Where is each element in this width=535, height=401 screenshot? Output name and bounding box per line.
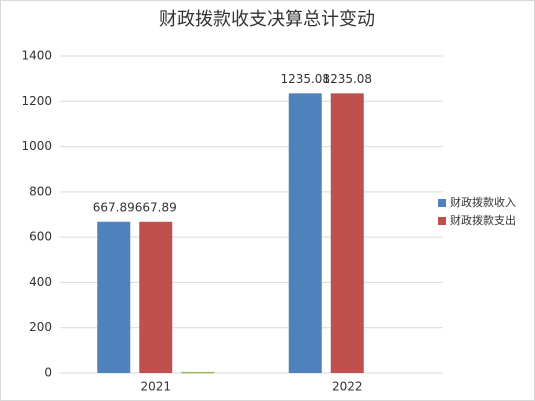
- y-tick-label: 1200: [21, 94, 52, 108]
- data-label: 1235.08: [322, 72, 372, 86]
- y-tick-label: 200: [29, 320, 52, 334]
- legend-label: 财政拨款支出: [450, 213, 516, 227]
- y-tick-label: 0: [44, 366, 52, 380]
- y-tick-label: 1000: [21, 139, 52, 153]
- x-tick-label: 2022: [332, 380, 363, 394]
- chart-title: 财政拨款收支决算总计变动: [159, 9, 375, 30]
- bar: [330, 93, 364, 374]
- data-label: 667.89: [135, 200, 177, 214]
- bar: [181, 371, 215, 374]
- y-tick-label: 800: [29, 184, 52, 198]
- legend-swatch: [438, 217, 446, 225]
- data-label: 1235.08: [280, 72, 330, 86]
- data-label: 667.89: [93, 200, 135, 214]
- legend-label: 财政拨款收入: [450, 195, 516, 209]
- x-tick-label: 2021: [140, 380, 171, 394]
- bar: [288, 93, 322, 374]
- legend-swatch: [438, 199, 446, 207]
- y-tick-label: 400: [29, 275, 52, 289]
- bar: [139, 221, 173, 373]
- bar: [97, 221, 131, 373]
- y-tick-label: 600: [29, 230, 52, 244]
- y-tick-label: 1400: [21, 49, 52, 63]
